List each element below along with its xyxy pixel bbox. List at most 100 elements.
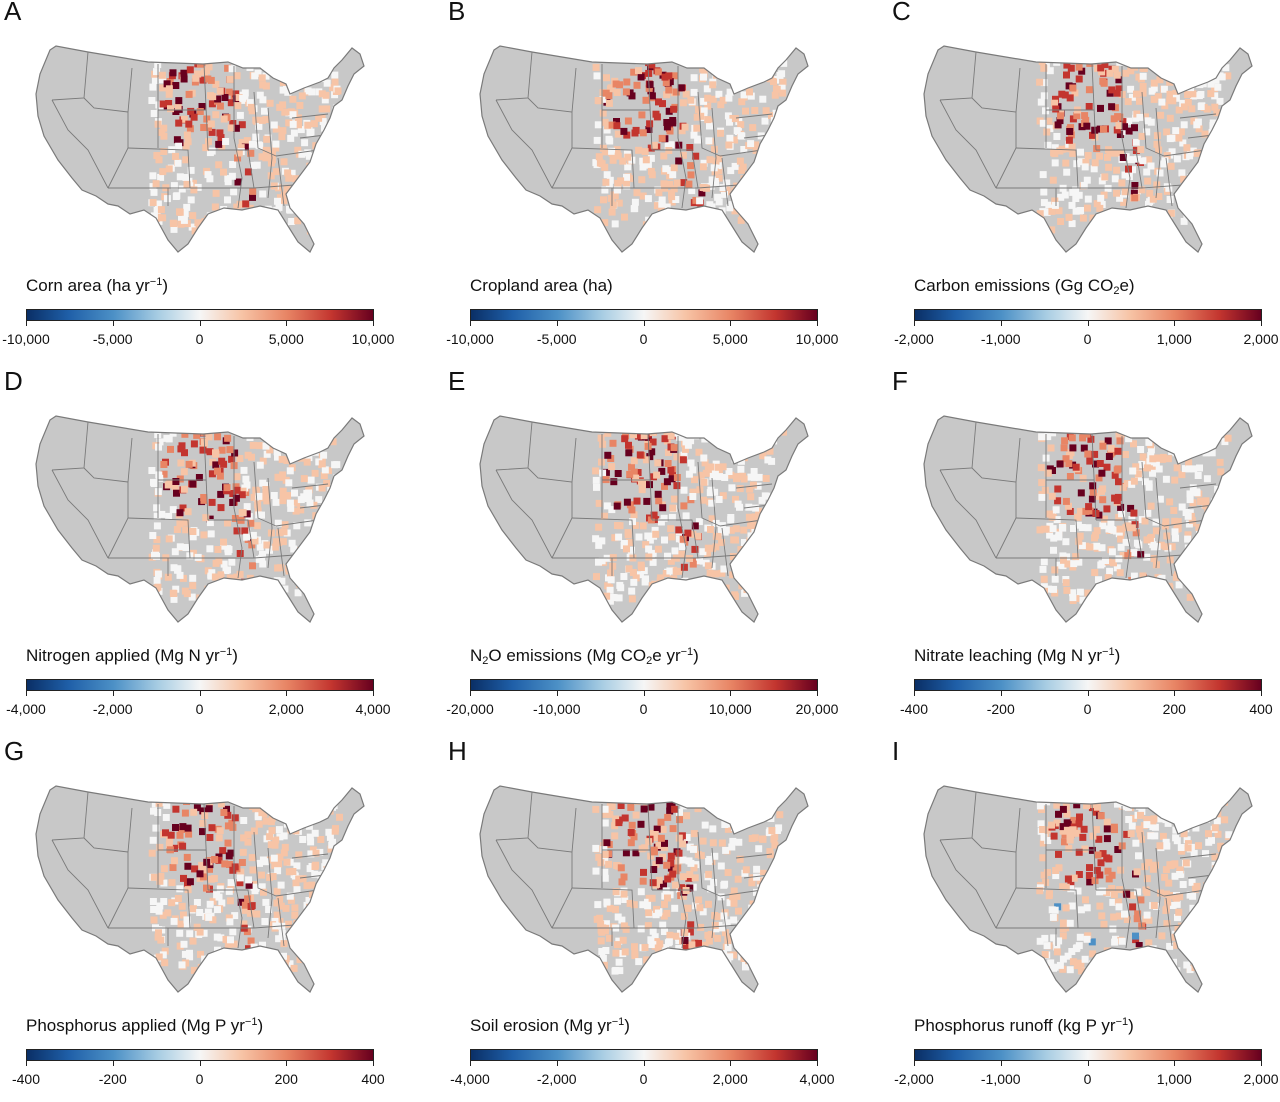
state-border bbox=[233, 436, 243, 579]
state-border bbox=[495, 469, 553, 559]
legend-title-title-post: ) bbox=[1128, 1016, 1134, 1035]
legend-title: Phosphorus runoff (kg P yr−1) bbox=[914, 1016, 1134, 1036]
tick-mark bbox=[643, 1061, 645, 1066]
legend-title-title-mid: O emissions (Mg CO bbox=[488, 646, 647, 665]
us-map bbox=[923, 785, 1253, 993]
tick-label: 200 bbox=[274, 1071, 298, 1087]
state-border bbox=[291, 113, 329, 119]
tick-mark bbox=[730, 1061, 732, 1066]
tick-mark bbox=[817, 1061, 818, 1066]
tick-mark bbox=[556, 691, 558, 696]
state-border bbox=[108, 557, 169, 576]
legend-title-title-pre: Corn area (ha yr bbox=[26, 276, 150, 295]
tick-label: 2,000 bbox=[1243, 331, 1279, 347]
legend-title-title-post: e) bbox=[1119, 276, 1135, 295]
state-border bbox=[971, 97, 1017, 148]
land-area bbox=[924, 416, 1252, 622]
colorbar bbox=[914, 1049, 1262, 1061]
us-map bbox=[35, 45, 365, 253]
colorbar bbox=[914, 309, 1262, 321]
map-panel-e: E N2O emissions (Mg CO2e yr−1) -20,000 -10,… bbox=[444, 366, 870, 732]
tick-mark bbox=[1261, 691, 1262, 696]
state-border bbox=[203, 63, 209, 151]
tick-label: -5,000 bbox=[92, 331, 133, 347]
state-border bbox=[1091, 433, 1097, 521]
state-border bbox=[108, 927, 169, 946]
us-map bbox=[479, 415, 809, 623]
map-panel-c: C Carbon emissions (Gg CO2e) -2,000 -1,000 0… bbox=[888, 0, 1280, 362]
state-border bbox=[1015, 67, 1021, 113]
tick-label: 10,000 bbox=[351, 331, 395, 347]
tick-label: -2,000 bbox=[92, 701, 133, 717]
state-border bbox=[552, 927, 613, 946]
map-panel-a: A Corn area (ha yr−1) -10,000 -5,000 0 5,000 1… bbox=[0, 0, 426, 362]
state-border bbox=[1096, 519, 1143, 559]
colorbar-ticks: -20,000 -10,000 0 10,000 20,000 bbox=[446, 691, 838, 721]
state-border bbox=[996, 557, 1057, 576]
state-border bbox=[1163, 519, 1207, 527]
state-border bbox=[51, 839, 109, 929]
tick-mark bbox=[470, 1061, 471, 1066]
state-border bbox=[1121, 806, 1131, 949]
state-border bbox=[1179, 113, 1217, 119]
tick-mark bbox=[1000, 321, 1002, 326]
state-border bbox=[1141, 461, 1165, 527]
panel-letter: A bbox=[4, 0, 22, 26]
tick-mark bbox=[1261, 321, 1262, 326]
state-border bbox=[719, 889, 763, 897]
colorbar-ticks: -2,000 -1,000 0 1,000 2,000 bbox=[894, 321, 1279, 351]
state-border bbox=[1015, 517, 1079, 559]
state-border bbox=[719, 519, 763, 527]
state-border bbox=[1179, 483, 1217, 489]
map-panel-g: G Phosphorus applied (Mg P yr−1) -400 -200 0… bbox=[0, 736, 426, 1102]
state-border bbox=[1155, 847, 1161, 939]
state-border bbox=[107, 517, 129, 559]
panel-letter: H bbox=[448, 736, 467, 766]
panel-letter: B bbox=[448, 0, 466, 26]
tick-mark bbox=[1087, 691, 1089, 696]
state-border bbox=[127, 807, 133, 853]
tick-mark bbox=[914, 321, 915, 326]
tick-label: 0 bbox=[1083, 331, 1092, 347]
legend-title-title-pre: Soil erosion (Mg yr bbox=[470, 1016, 612, 1035]
state-border bbox=[107, 147, 129, 189]
map-panel-b: B Cropland area (ha) -10,000 -5,000 0 5,000 10… bbox=[444, 0, 870, 362]
tick-mark bbox=[199, 691, 201, 696]
state-border bbox=[677, 806, 687, 949]
state-border bbox=[267, 847, 273, 939]
state-border bbox=[551, 517, 573, 559]
state-border bbox=[652, 519, 699, 559]
tick-mark bbox=[286, 691, 288, 696]
tick-mark bbox=[914, 1061, 915, 1066]
tick-mark bbox=[643, 691, 645, 696]
legend-title-title-pre: Nitrate leaching (Mg N yr bbox=[914, 646, 1103, 665]
tick-mark bbox=[286, 1061, 288, 1066]
legend-title-sup: −1 bbox=[611, 1016, 625, 1028]
state-border bbox=[735, 853, 773, 859]
state-border bbox=[571, 807, 577, 853]
state-border bbox=[83, 837, 129, 888]
state-border bbox=[571, 887, 635, 929]
state-border bbox=[108, 187, 169, 206]
tick-mark bbox=[470, 321, 471, 326]
legend-title-title-post: ) bbox=[162, 276, 168, 295]
tick-mark bbox=[556, 321, 558, 326]
legend-title-sub2: 2 bbox=[646, 655, 653, 667]
state-border bbox=[1096, 149, 1143, 189]
state-border bbox=[495, 839, 553, 929]
legend-title: Cropland area (ha) bbox=[470, 276, 613, 296]
tick-label: -1,000 bbox=[980, 1071, 1021, 1087]
legend-title-sup: −1 bbox=[1102, 646, 1115, 658]
state-border bbox=[277, 527, 285, 577]
us-map bbox=[923, 415, 1253, 623]
us-map bbox=[479, 45, 809, 253]
tick-mark bbox=[1174, 691, 1176, 696]
legend-title-sup: −1 bbox=[244, 1016, 258, 1028]
tick-label: 2,000 bbox=[712, 1071, 748, 1087]
tick-label: 0 bbox=[195, 1071, 204, 1087]
state-border bbox=[275, 519, 319, 527]
state-border bbox=[1163, 149, 1207, 157]
tick-label: -10,000 bbox=[533, 701, 581, 717]
state-border bbox=[1091, 63, 1097, 151]
tick-label: 4,000 bbox=[355, 701, 391, 717]
